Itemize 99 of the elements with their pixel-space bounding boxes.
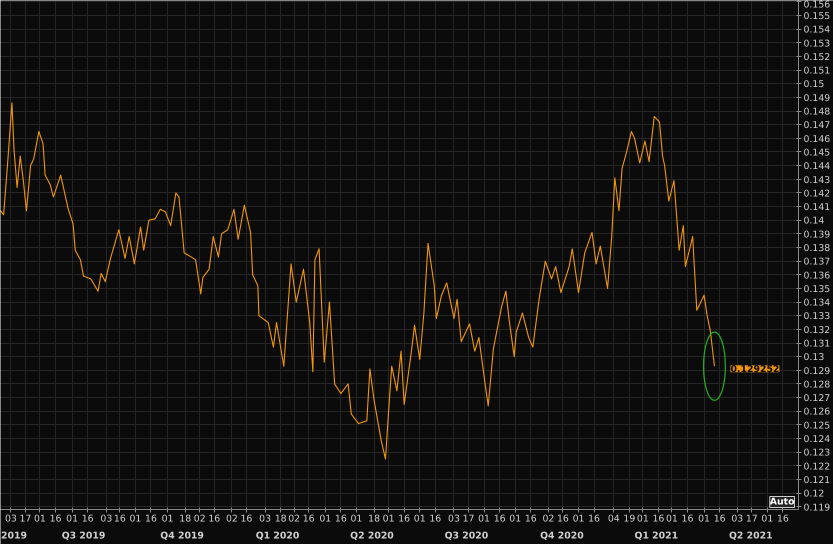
- y-tick-label: 0.14: [804, 216, 824, 227]
- y-tick-label: 0.141: [804, 202, 830, 214]
- x-tick-label: 19: [623, 514, 636, 524]
- x-tick-label: 16: [145, 514, 157, 524]
- y-tick-label: 0.119: [804, 502, 830, 514]
- y-tick-label: 0.155: [804, 11, 830, 22]
- y-tick-label: 0.145: [804, 147, 830, 158]
- x2-tick-label: Q3 2020: [444, 530, 489, 542]
- x-tick-label: 16: [334, 514, 347, 524]
- y-tick-label: 0.131: [804, 338, 830, 350]
- y-tick-label: 0.139: [804, 229, 830, 240]
- x-tick-label: 16: [82, 514, 94, 524]
- x-tick-label: 16: [557, 514, 569, 524]
- line-series: [0, 102, 715, 460]
- x2-tick-label: 2019: [1, 530, 27, 542]
- y-tick-label: 0.142: [804, 188, 830, 200]
- x-tick-label: 01: [382, 514, 395, 524]
- y-tick-label: 0.152: [804, 52, 830, 63]
- x-tick-label: 17: [19, 514, 32, 524]
- x2-tick-label: Q1 2020: [256, 530, 300, 542]
- x-tick-label: 16: [302, 514, 315, 524]
- x-tick-label: 01: [636, 514, 649, 524]
- x-tick-label: 16: [240, 514, 252, 524]
- x-tick-label: 03: [259, 514, 272, 524]
- x-tick-label: 01: [319, 514, 332, 524]
- x-tick-label: 03: [100, 514, 112, 524]
- y-tick-label: 0.136: [804, 270, 830, 282]
- x-tick-label: 16: [114, 514, 126, 524]
- x-tick-label: 01: [698, 514, 710, 524]
- x-tick-label: 01: [414, 514, 426, 524]
- x-tick-label: 16: [682, 514, 694, 524]
- x-tick-label: 16: [652, 514, 664, 524]
- y-tick-label: 0.156: [804, 0, 830, 10]
- x2-tick-label: Q4 2019: [160, 530, 204, 542]
- x-tick-label: 16: [524, 514, 537, 524]
- x-tick-label: 03: [448, 514, 460, 524]
- x-tick-label: 02: [542, 514, 554, 524]
- y-tick-label: 0.135: [804, 284, 830, 295]
- x-tick-label: 04: [608, 514, 620, 524]
- x-tick-label: 16: [398, 514, 410, 524]
- x-tick-label: 01: [129, 514, 142, 524]
- y-tick-label: 0.134: [804, 298, 830, 309]
- x-tick-label: 18: [179, 514, 192, 524]
- x-tick-label: 02: [226, 514, 238, 524]
- x2-tick-label: Q3 2019: [62, 530, 106, 542]
- y-tick-label: 0.15: [804, 79, 824, 90]
- y-tick-label: 0.124: [804, 434, 830, 446]
- x-tick-label: 01: [162, 514, 174, 524]
- y-tick-label: 0.127: [804, 393, 830, 404]
- y-tick-label: 0.121: [804, 474, 830, 486]
- y-tick-label: 0.143: [804, 174, 830, 186]
- x-tick-label: 02: [194, 514, 206, 524]
- x-tick-label: 16: [777, 514, 789, 524]
- y-tick-label: 0.137: [804, 256, 830, 268]
- x-tick-label: 01: [666, 514, 678, 524]
- y-tick-label: 0.125: [804, 420, 830, 432]
- x-tick-label: 01: [572, 514, 585, 524]
- x-tick-label: 16: [50, 514, 62, 524]
- x-tick-label: 01: [478, 514, 490, 524]
- y-tick-label: 0.148: [804, 106, 830, 118]
- y-tick-label: 0.126: [804, 406, 830, 418]
- x2-tick-label: Q1 2021: [634, 530, 678, 542]
- x-tick-label: 18: [368, 514, 380, 524]
- y-tick-label: 0.128: [804, 379, 830, 390]
- x-tick-label: 02: [288, 514, 300, 524]
- y-tick-label: 0.147: [804, 120, 830, 132]
- x-tick-label: 16: [588, 514, 600, 524]
- x-tick-label: 16: [714, 514, 726, 524]
- y-tick-label: 0.129: [804, 366, 830, 377]
- y-tick-label: 0.138: [804, 242, 830, 254]
- y-tick-label: 0.13: [804, 352, 824, 364]
- y-tick-label: 0.122: [804, 461, 830, 472]
- x-tick-label: 01: [66, 514, 78, 524]
- y-tick-label: 0.151: [804, 66, 830, 77]
- x-tick-label: 17: [746, 514, 758, 524]
- x2-tick-label: Q4 2020: [540, 530, 584, 542]
- y-tick-label: 0.146: [804, 134, 830, 145]
- x-tick-label: 01: [350, 514, 362, 524]
- x-tick-label: 01: [34, 514, 46, 524]
- y-tick-label: 0.149: [804, 92, 830, 104]
- x-tick-label: 16: [208, 514, 220, 524]
- annotation: 0.129252: [730, 364, 780, 376]
- y-tick-label: 0.154: [804, 24, 830, 36]
- x2-tick-label: Q2 2020: [350, 530, 394, 542]
- y-tick-label: 0.144: [804, 161, 830, 172]
- y-tick-label: 0.12: [804, 488, 824, 500]
- x-tick-label: 17: [462, 514, 475, 524]
- y-tick-label: 0.123: [804, 448, 830, 459]
- x-tick-label: 18: [274, 514, 287, 524]
- x-tick-label: 01: [761, 514, 774, 524]
- y-tick-label: 0.153: [804, 38, 830, 50]
- y-tick-label: 0.133: [804, 311, 830, 322]
- x-tick-label: 16: [494, 514, 506, 524]
- x-tick-label: 16: [429, 514, 442, 524]
- x-tick-label: 03: [4, 514, 17, 524]
- x2-tick-label: Q2 2021: [728, 530, 773, 542]
- y-tick-label: 0.132: [804, 324, 830, 336]
- x-tick-label: 01: [509, 514, 522, 524]
- x-tick-label: 03: [731, 514, 744, 524]
